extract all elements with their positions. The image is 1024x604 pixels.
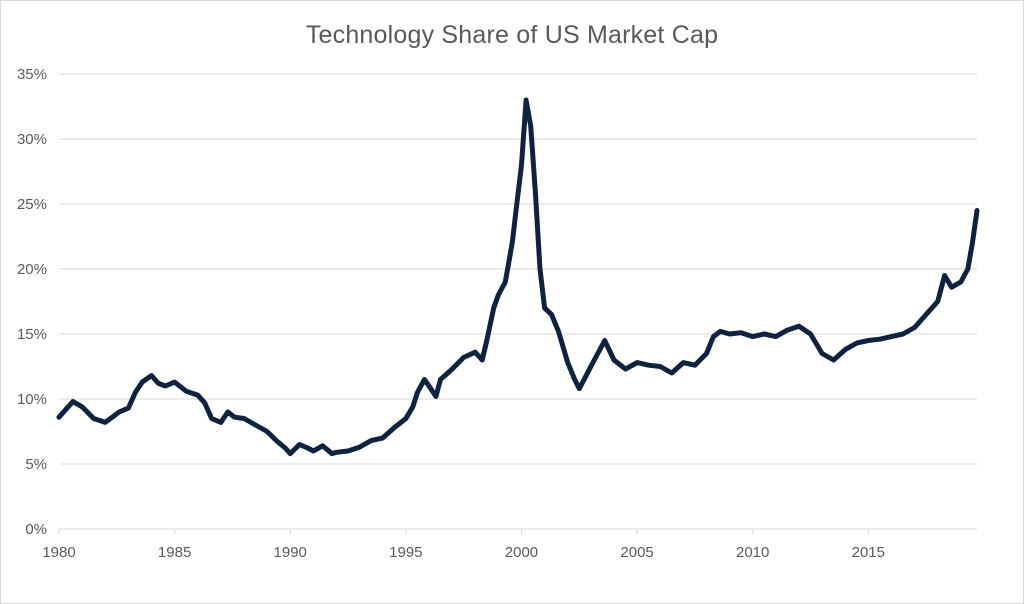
series-line	[56, 97, 980, 457]
x-tick-label: 1985	[158, 544, 191, 561]
y-tick-label: 0%	[25, 521, 47, 538]
y-tick-label: 15%	[17, 326, 47, 343]
x-tick-label: 2000	[505, 544, 538, 561]
y-tick-label: 5%	[25, 456, 47, 473]
y-tick-label: 10%	[17, 391, 47, 408]
x-tick-label: 2010	[736, 544, 769, 561]
y-tick-label: 25%	[17, 196, 47, 213]
y-tick-label: 30%	[17, 131, 47, 148]
x-tick-label: 2015	[852, 544, 885, 561]
x-tick-label: 2005	[620, 544, 653, 561]
x-tick-label: 1980	[42, 544, 75, 561]
x-axis-ticks: 1980 1985 1990 1995 2000 2005 2010 2015	[42, 529, 885, 561]
plot-area	[56, 97, 980, 457]
x-tick-label: 1990	[274, 544, 307, 561]
chart-title: Technology Share of US Market Cap	[305, 21, 719, 49]
y-axis-ticks: 0% 5% 10% 15% 20% 25% 30% 35%	[17, 66, 47, 538]
y-tick-label: 20%	[17, 261, 47, 278]
x-tick-label: 1995	[389, 544, 422, 561]
gridlines	[59, 73, 977, 530]
y-tick-label: 35%	[17, 66, 47, 83]
